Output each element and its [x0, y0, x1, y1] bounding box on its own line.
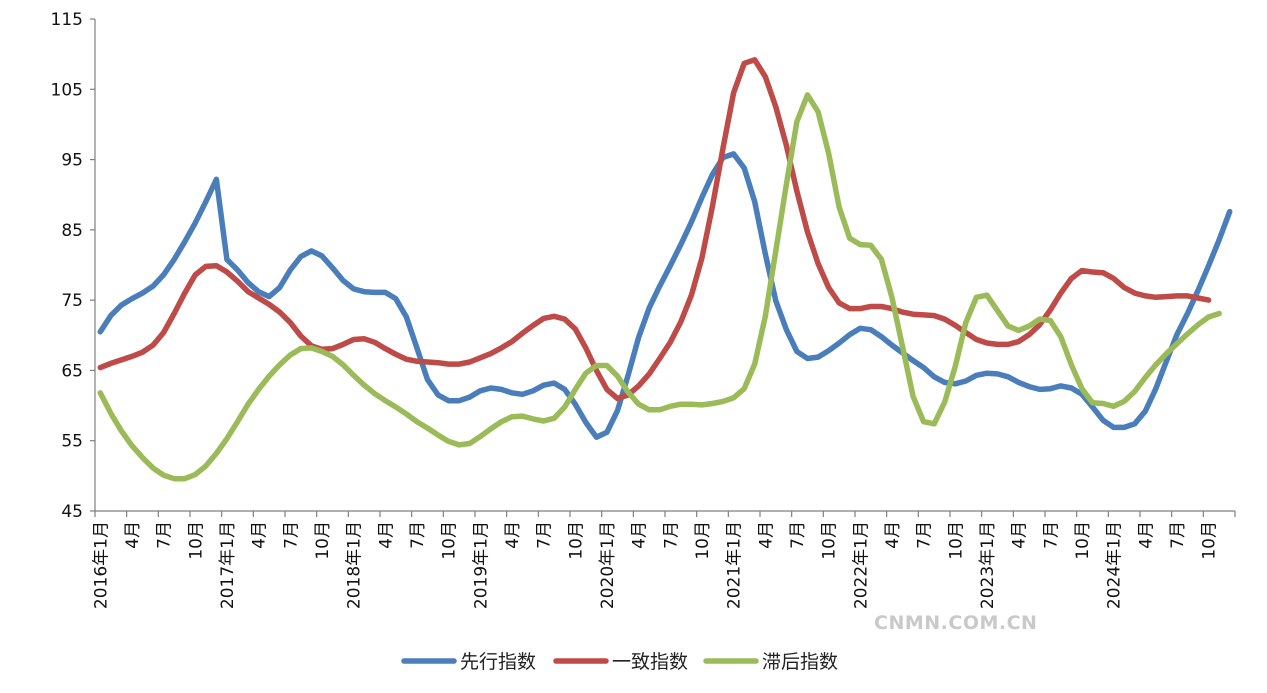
x-tick-label: 10月: [313, 521, 333, 560]
y-tick-label: 105: [51, 80, 83, 100]
x-tick-label: 2021年1月: [725, 521, 745, 609]
x-tick-label: 7月: [661, 521, 681, 549]
x-tick-label: 7月: [281, 521, 301, 549]
x-tick-label: 7月: [788, 521, 808, 549]
x-tick-label: 2018年1月: [345, 521, 365, 609]
series-lines: [97, 57, 1233, 482]
legend-label-2: 一致指数: [612, 651, 688, 673]
x-tick-label: 7月: [915, 521, 935, 549]
series-line-2: [97, 57, 1212, 402]
y-tick-label: 115: [51, 10, 83, 30]
x-tick-label: 10月: [946, 521, 966, 560]
x-tick-label: 10月: [1200, 521, 1220, 560]
x-tick-label: 7月: [155, 521, 175, 549]
x-tick-label: 2016年1月: [91, 521, 111, 609]
watermark: CNMN.COM.CN: [874, 612, 1038, 634]
x-tick-label: 10月: [566, 521, 586, 560]
series-line-3: [97, 92, 1222, 482]
x-tick-label: 2022年1月: [851, 521, 871, 609]
x-tick-label: 4月: [1136, 521, 1156, 549]
x-tick-label: 2019年1月: [471, 521, 491, 609]
x-tick-label: 4月: [756, 521, 776, 549]
x-tick-label: 7月: [408, 521, 428, 549]
x-tick-label: 4月: [250, 521, 270, 549]
x-tick-label: 4月: [123, 521, 143, 549]
x-tick-label: 2020年1月: [598, 521, 618, 609]
x-tick-label: 2024年1月: [1105, 521, 1125, 609]
x-tick-label: 10月: [440, 521, 460, 560]
x-axis-ticks: 2016年1月 4月 7月 10月 2017年1月 4月 7月 10月 2018年1月 4月 7月 1…: [91, 511, 1236, 609]
x-tick-label: 4月: [883, 521, 903, 549]
x-tick-label: 4月: [630, 521, 650, 549]
x-tick-label: 10月: [820, 521, 840, 560]
x-tick-label: 10月: [693, 521, 713, 560]
x-tick-label: 4月: [1010, 521, 1030, 549]
x-tick-label: 2017年1月: [218, 521, 238, 609]
y-tick-label: 65: [61, 361, 83, 381]
y-tick-label: 55: [61, 432, 83, 452]
x-tick-label: 7月: [1168, 521, 1188, 549]
axes: [94, 19, 1235, 512]
y-tick-label: 95: [61, 151, 83, 171]
legend-label-1: 先行指数: [460, 651, 536, 673]
y-tick-label: 85: [61, 221, 83, 241]
series-line-1: [97, 151, 1233, 440]
x-tick-label: 10月: [186, 521, 206, 560]
legend: 先行指数 一致指数 滞后指数: [401, 651, 838, 673]
y-tick-label: 75: [61, 291, 83, 311]
y-axis-ticks: 45 55 65 75 85 95 105 115: [51, 10, 95, 522]
x-tick-label: 4月: [503, 521, 523, 549]
x-tick-label: 7月: [535, 521, 555, 549]
x-tick-label: 7月: [1041, 521, 1061, 549]
x-tick-label: 10月: [1073, 521, 1093, 560]
y-tick-label: 45: [61, 502, 83, 522]
legend-label-3: 滞后指数: [762, 651, 838, 673]
x-tick-label: 4月: [376, 521, 396, 549]
x-tick-label: 2023年1月: [978, 521, 998, 609]
